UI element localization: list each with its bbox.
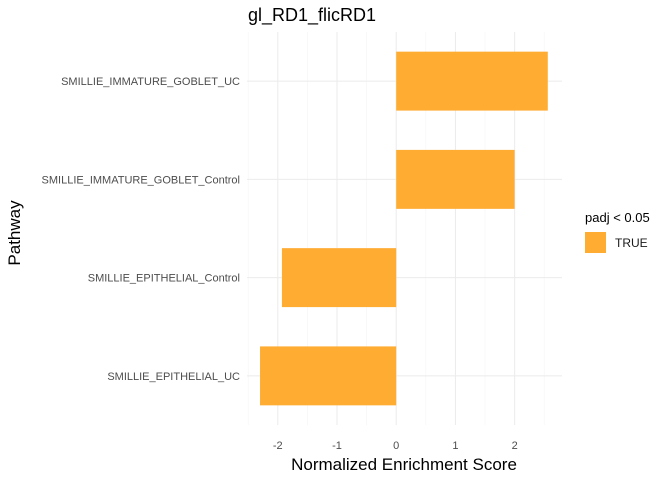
bars bbox=[260, 51, 548, 406]
legend-key bbox=[585, 232, 606, 253]
legend-title: padj < 0.05 bbox=[585, 210, 650, 225]
y-tick-label: SMILLIE_EPITHELIAL_Control bbox=[88, 273, 240, 285]
legend-label: TRUE bbox=[615, 236, 648, 250]
chart-title: gl_RD1_flicRD1 bbox=[248, 5, 376, 26]
x-axis-title: Normalized Enrichment Score bbox=[291, 455, 517, 474]
bar-smillie-epithelial-uc bbox=[260, 346, 397, 406]
x-tick-label: -2 bbox=[273, 440, 283, 452]
bar-smillie-immature-goblet-uc bbox=[396, 51, 548, 111]
y-tick-label: SMILLIE_EPITHELIAL_UC bbox=[107, 371, 240, 383]
y-axis-title: Pathway bbox=[5, 200, 24, 266]
x-tick-label: 1 bbox=[452, 440, 458, 452]
x-tick-label: -1 bbox=[332, 440, 342, 452]
bar-smillie-immature-goblet-control bbox=[396, 149, 515, 209]
y-tick-label: SMILLIE_IMMATURE_GOBLET_Control bbox=[42, 174, 240, 186]
bar-smillie-epithelial-control bbox=[281, 248, 397, 308]
x-tick-label: 0 bbox=[393, 440, 399, 452]
legend: padj < 0.05 TRUE bbox=[585, 210, 650, 253]
x-tick-label: 2 bbox=[512, 440, 518, 452]
x-ticks: -2 -1 0 1 2 bbox=[273, 440, 518, 452]
y-tick-labels: SMILLIE_EPITHELIAL_UC SMILLIE_EPITHELIAL_… bbox=[42, 76, 241, 383]
y-tick-label: SMILLIE_IMMATURE_GOBLET_UC bbox=[61, 76, 240, 88]
